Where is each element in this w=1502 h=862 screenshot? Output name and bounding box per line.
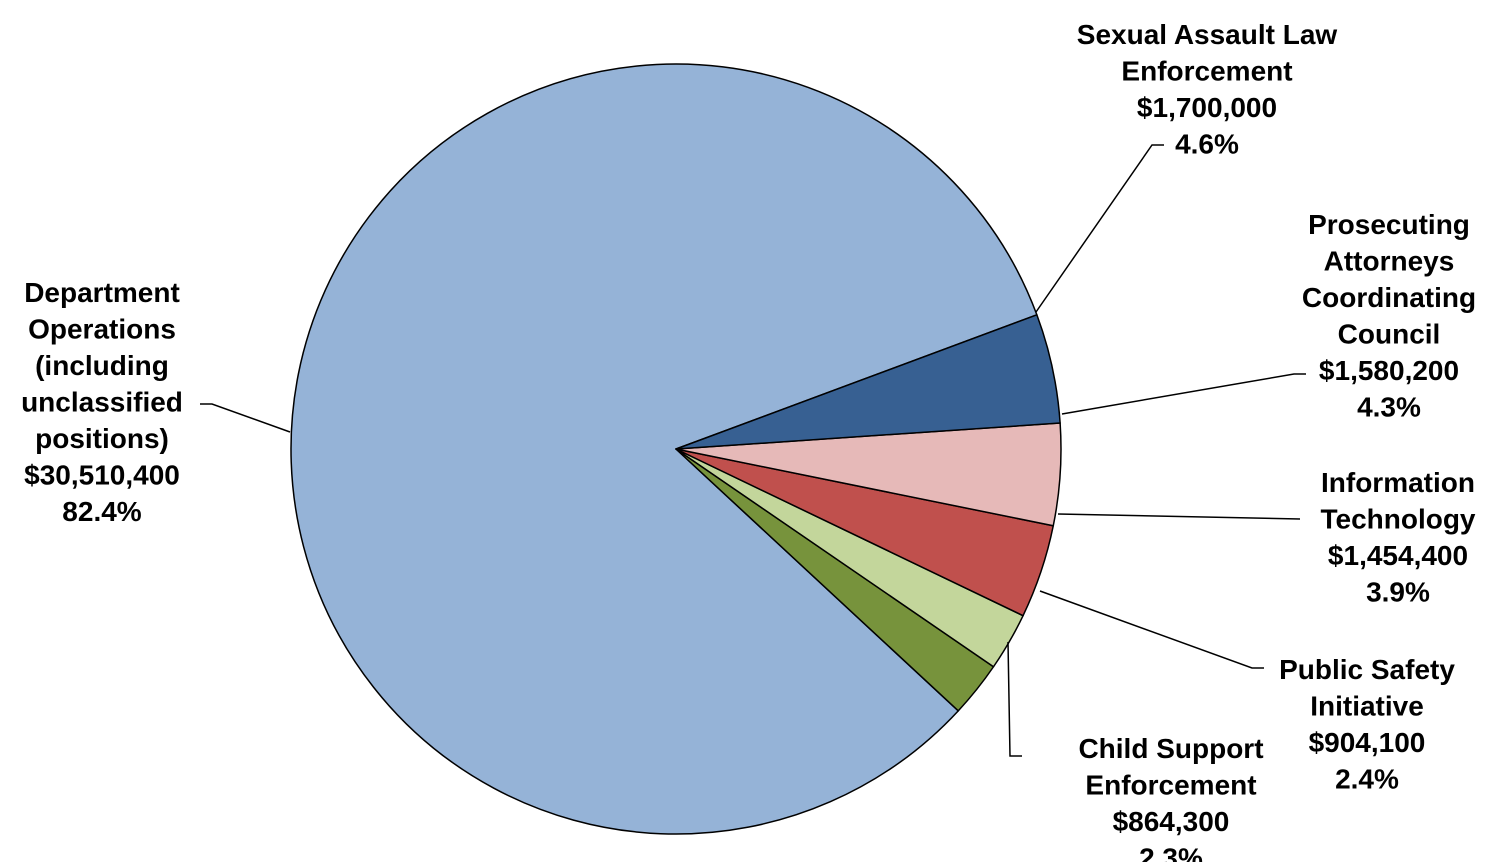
label-line-sexual-assault-law-enforcement: Sexual Assault Law <box>1077 19 1338 50</box>
pie-slice-sexual-assault-law-enforcement <box>675 314 1061 450</box>
leader-lines <box>200 144 1306 757</box>
label-line-prosecuting-attorneys-council: Prosecuting <box>1308 209 1470 240</box>
label-line-information-technology: Information <box>1321 467 1475 498</box>
leader-line-prosecuting-attorneys-council <box>1061 373 1306 415</box>
label-line-department-operations: unclassified <box>21 387 183 418</box>
label-line-department-operations: positions) <box>35 423 169 454</box>
slice-amount-public-safety-initiative: $904,100 <box>1309 727 1426 758</box>
slice-amount-sexual-assault-law-enforcement: $1,700,000 <box>1137 92 1277 123</box>
slice-label-public-safety-initiative: Public Safety Initiative $904,100 2.4% <box>1279 654 1455 795</box>
label-line-child-support-enforcement: Child Support <box>1078 733 1263 764</box>
label-line-public-safety-initiative: Initiative <box>1310 691 1424 722</box>
leader-line-information-technology <box>1057 513 1301 520</box>
label-line-department-operations: Department <box>24 277 180 308</box>
slice-amount-information-technology: $1,454,400 <box>1328 540 1468 571</box>
slice-label-information-technology: Information Technology $1,454,400 3.9% <box>1320 467 1475 608</box>
label-line-prosecuting-attorneys-council: Council <box>1338 319 1441 350</box>
slice-amount-child-support-enforcement: $864,300 <box>1113 806 1230 837</box>
slice-label-prosecuting-attorneys-council: Prosecuting Attorneys Coordinating Council $… <box>1302 209 1476 423</box>
slice-label-child-support-enforcement: Child Support Enforcement $864,300 2.3% <box>1078 733 1263 862</box>
slice-label-department-operations: Department Operations (including unclassifi… <box>21 277 183 527</box>
slice-label-sexual-assault-law-enforcement: Sexual Assault Law Enforcement $1,700,000 4… <box>1077 19 1338 160</box>
slice-percent-department-operations: 82.4% <box>62 496 141 527</box>
pie-slice-department-operations <box>290 63 1038 835</box>
slice-percent-prosecuting-attorneys-council: 4.3% <box>1357 392 1421 423</box>
leader-line-sexual-assault-law-enforcement <box>1035 144 1164 313</box>
label-line-prosecuting-attorneys-council: Coordinating <box>1302 282 1476 313</box>
slice-amount-prosecuting-attorneys-council: $1,580,200 <box>1319 355 1459 386</box>
slice-amount-department-operations: $30,510,400 <box>24 460 180 491</box>
label-line-sexual-assault-law-enforcement: Enforcement <box>1121 56 1292 87</box>
leader-line-department-operations <box>200 403 291 433</box>
label-line-child-support-enforcement: Enforcement <box>1085 770 1256 801</box>
slice-labels: Department Operations (including unclassifi… <box>21 19 1476 862</box>
slice-percent-sexual-assault-law-enforcement: 4.6% <box>1175 129 1239 160</box>
label-line-prosecuting-attorneys-council: Attorneys <box>1324 246 1455 277</box>
label-line-information-technology: Technology <box>1320 504 1475 535</box>
pie-slices <box>290 63 1062 835</box>
label-line-public-safety-initiative: Public Safety <box>1279 654 1455 685</box>
label-line-department-operations: Operations <box>28 314 176 345</box>
slice-percent-information-technology: 3.9% <box>1366 577 1430 608</box>
leader-line-public-safety-initiative <box>1039 590 1264 669</box>
leader-line-child-support-enforcement <box>1007 641 1022 757</box>
label-line-department-operations: (including <box>35 350 169 381</box>
slice-percent-child-support-enforcement: 2.3% <box>1139 843 1203 862</box>
slice-percent-public-safety-initiative: 2.4% <box>1335 764 1399 795</box>
